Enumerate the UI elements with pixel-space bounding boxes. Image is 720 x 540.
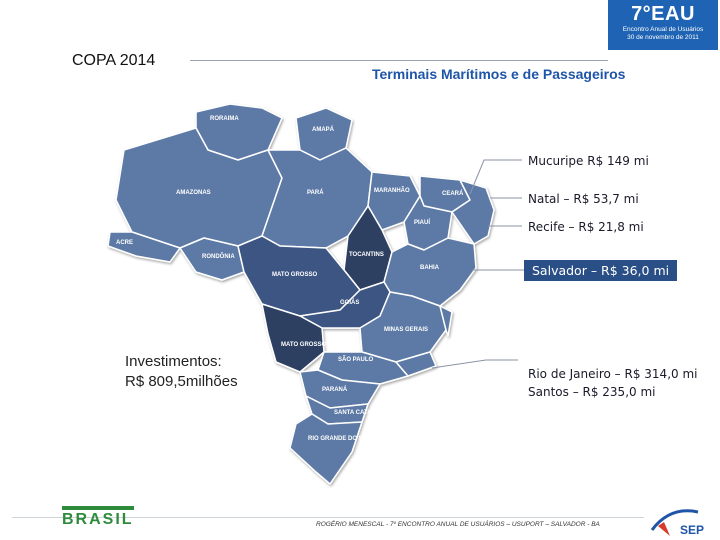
label-mato-grosso-do-sul: MATO GROSSO DO SUL [281,342,351,348]
state-rn-pb-pe-al-se [451,179,495,245]
state-acre [107,231,181,263]
state-rio-de-janeiro [395,351,437,377]
investments-summary: Investimentos: R$ 809,5milhões [125,352,238,392]
label-mato-grosso: MATO GROSSO [272,272,317,278]
state-labels: RORAIMA AMAPÁ AMAZONAS PARÁ MARANHÃO CEA… [116,116,464,442]
investments-value: R$ 809,5milhões [125,373,238,390]
investments-label: Investimentos: [125,353,222,370]
label-minas-gerais: MINAS GERAIS [384,327,428,333]
label-acre: ACRE [116,240,133,246]
callout-salvador: Salvador – R$ 36,0 mi [524,260,678,281]
copa-title: COPA 2014 [72,52,156,69]
label-ceara: CEARÁ [442,190,464,197]
sep-logo-text: SEP [680,523,704,537]
brasil-logo: BRASIL [62,506,134,532]
event-date: 30 de novembro de 2011 [627,34,699,41]
callout-rio-de-janeiro: Rio de Janeiro – R$ 314,0 mi [528,367,698,381]
event-logo-badge: 7°EAU Encontro Anual de Usuários 30 de n… [608,0,718,50]
label-goias: GOIÁS [340,299,359,306]
event-name: Encontro Anual de Usuários [622,26,704,33]
callout-recife: Recife – R$ 21,8 mi [528,220,644,234]
header-divider [190,60,608,61]
footer-divider [12,517,644,518]
state-espirito-santo [439,305,453,337]
label-santa-catarina: SANTA CATARINA [334,410,387,416]
callout-santos: Santos – R$ 235,0 mi [528,385,656,399]
callout-natal: Natal – R$ 53,7 mi [528,192,639,206]
label-tocantins: TOCANTINS [349,252,384,258]
label-amazonas: AMAZONAS [176,190,211,196]
label-amapa: AMAPÁ [312,126,335,133]
label-rondonia: RONDÔNIA [202,252,235,260]
state-rio-grande-do-sul [289,413,363,485]
label-piaui: PIAUÍ [414,218,430,226]
state-mato-grosso-do-sul [261,303,325,373]
footer-text: ROGÉRIO MENESCAL - 7º ENCONTRO ANUAL DE … [316,521,600,528]
slide-subtitle: Terminais Marítimos e de Passageiros [372,66,626,82]
callout-leader-lines [431,159,524,369]
brasil-logo-bar [62,506,134,510]
callout-mucuripe: Mucuripe R$ 149 mi [528,154,649,168]
label-maranhao: MARANHÃO [374,187,410,194]
brasil-logo-text: BRASIL [62,511,134,528]
label-para: PARÁ [307,189,324,196]
event-logo-text: 7°EAU [631,3,695,25]
label-parana: PARANÁ [322,386,348,393]
label-bahia: BAHIA [420,265,440,271]
sep-logo: SEP [650,509,704,537]
label-sao-paulo: SÃO PAULO [338,356,374,363]
label-rio-grande-do-sul: RIO GRANDE DO SUL [308,436,371,442]
label-roraima: RORAIMA [210,116,239,122]
